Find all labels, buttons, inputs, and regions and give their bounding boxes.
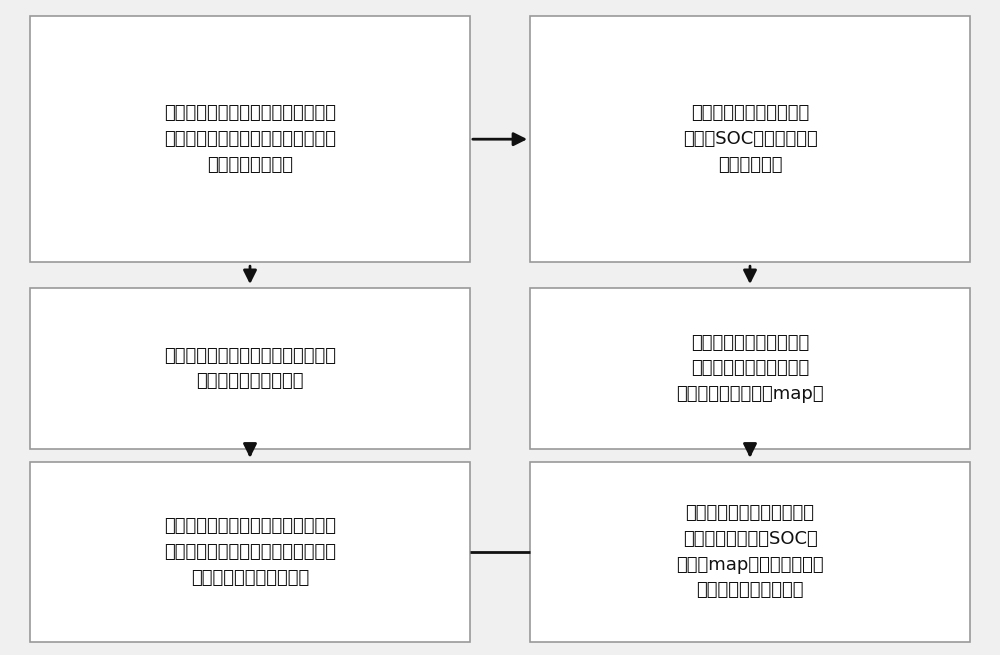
Text: 电池充放电时，实时记录电
池的充放电电流和SOC数
据，查map图即可得到单个
电极的电势和超电势。: 电池充放电时，实时记录电 池的充放电电流和SOC数 据，查map图即可得到单个 …: [676, 504, 824, 599]
Text: 将全电池模型拆分为两部分，分别进
行单电极拟合，选取拟合最接近的模
型作为正负极的阻抗模型: 将全电池模型拆分为两部分，分别进 行单电极拟合，选取拟合最接近的模 型作为正负极…: [164, 517, 336, 586]
Text: 对任意该类型普通电池，
在不同SOC和温度下进行
交流阻抗测试: 对任意该类型普通电池， 在不同SOC和温度下进行 交流阻抗测试: [683, 105, 817, 174]
Text: 首先制作一个三电极电池，进行交流
阻抗测试，得到正负极和参比电极间
的三个交流阻抗谱: 首先制作一个三电极电池，进行交流 阻抗测试，得到正负极和参比电极间 的三个交流阻…: [164, 105, 336, 174]
Bar: [30, 16, 470, 262]
Bar: [530, 16, 970, 262]
Text: 建立全电池的阻抗模型，对全电池的
交流阻抗谱进行拟合；: 建立全电池的阻抗模型，对全电池的 交流阻抗谱进行拟合；: [164, 346, 336, 390]
Bar: [530, 288, 970, 449]
Text: 对阻抗谱进行拟合得到全
电池的阻抗参数，从而得
到单电极总的复阻抗map图: 对阻抗谱进行拟合得到全 电池的阻抗参数，从而得 到单电极总的复阻抗map图: [676, 334, 824, 403]
Bar: [30, 288, 470, 449]
Bar: [530, 462, 970, 642]
Bar: [30, 462, 470, 642]
